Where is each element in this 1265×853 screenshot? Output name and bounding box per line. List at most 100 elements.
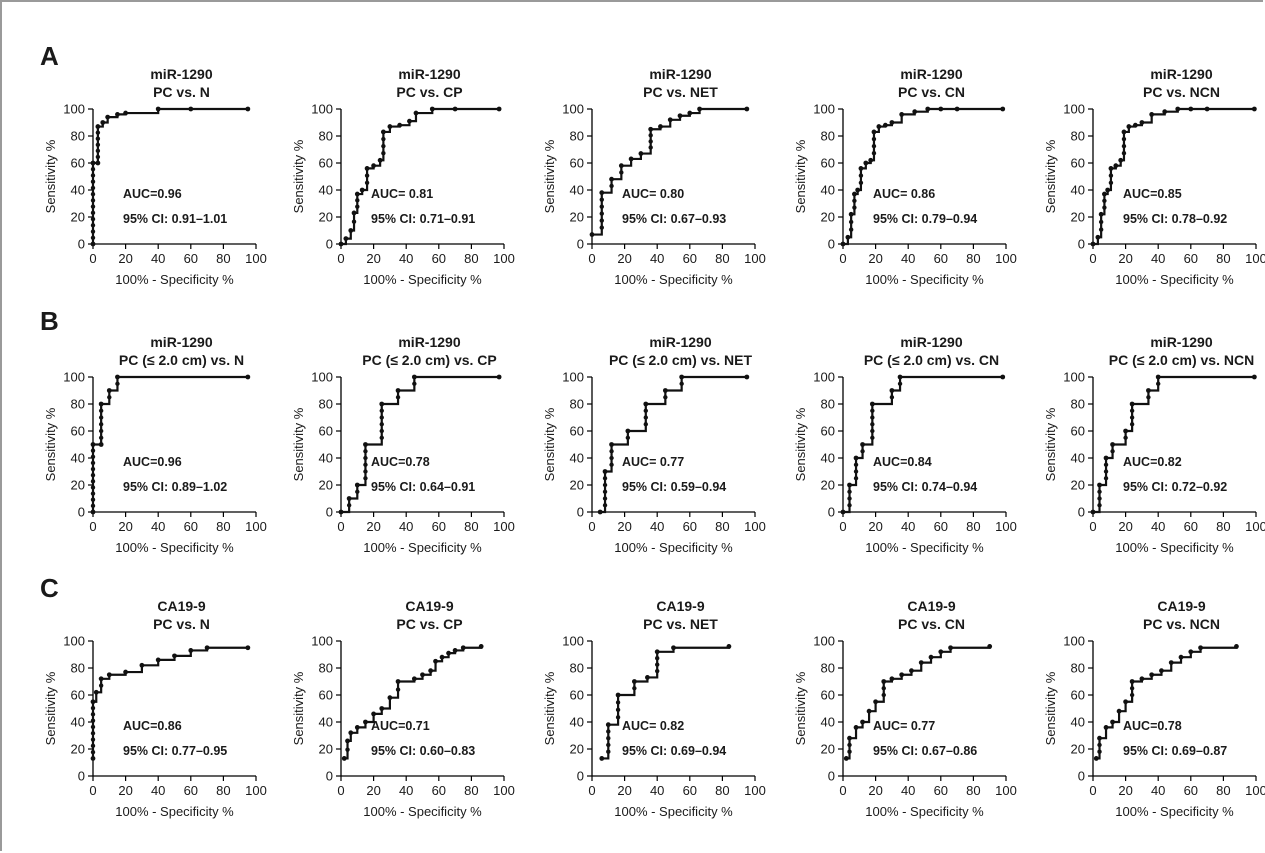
x-tick-label: 80 — [966, 783, 980, 798]
x-tick-label: 0 — [839, 519, 846, 534]
y-tick-label: 40 — [821, 451, 835, 466]
panel-title-line2: PC vs. CN — [898, 616, 965, 632]
roc-point — [1110, 442, 1115, 447]
roc-point — [395, 687, 401, 692]
x-tick-label: 80 — [715, 783, 729, 798]
roc-point — [1129, 422, 1135, 427]
roc-point — [602, 496, 608, 501]
roc-point — [343, 236, 349, 242]
y-tick-label: 100 — [63, 634, 85, 649]
x-tick-label: 0 — [89, 783, 96, 798]
roc-point — [90, 460, 96, 466]
auc-label: AUC=0.96 — [123, 187, 182, 201]
roc-point — [90, 756, 96, 761]
y-axis-title: Sensitivity % — [793, 671, 808, 745]
roc-point — [1097, 735, 1102, 741]
panel-title-line2: PC (≤ 2.0 cm) vs. CP — [362, 352, 497, 368]
roc-point — [599, 756, 605, 761]
roc-point — [648, 139, 653, 144]
roc-panel-b-4: miR-1290 PC (≤ 2.0 cm) vs. CN 00 20 20 40 40 60… — [793, 334, 1017, 555]
y-tick-label: 80 — [71, 661, 85, 676]
roc-point — [909, 668, 914, 674]
y-tick-label: 0 — [577, 505, 584, 520]
x-axis-title: 100% - Specificity % — [614, 804, 733, 819]
roc-point — [245, 645, 251, 651]
x-tick-label: 100 — [245, 783, 267, 798]
x-axis-title: 100% - Specificity % — [1115, 272, 1234, 287]
roc-point — [363, 449, 368, 454]
roc-point — [90, 712, 96, 717]
roc-point — [847, 735, 852, 741]
x-tick-label: 100 — [493, 251, 515, 266]
roc-point — [928, 654, 934, 660]
y-tick-label: 60 — [821, 424, 835, 439]
roc-point — [697, 106, 702, 112]
y-tick-label: 60 — [821, 688, 835, 703]
y-tick-label: 0 — [1078, 237, 1085, 252]
roc-point — [397, 122, 403, 128]
roc-point — [912, 109, 918, 115]
roc-point — [1121, 136, 1127, 142]
y-tick-label: 40 — [821, 183, 835, 198]
ci-label: 95% CI: 0.67–0.86 — [873, 744, 977, 758]
roc-point — [90, 485, 96, 490]
roc-point — [602, 489, 608, 494]
panel-title-line2: PC vs. NET — [643, 616, 718, 632]
roc-point — [139, 662, 145, 668]
x-axis-title: 100% - Specificity % — [363, 804, 482, 819]
ci-label: 95% CI: 0.79–0.94 — [873, 212, 977, 226]
panel-title-line1: miR-1290 — [1150, 334, 1212, 350]
roc-point — [860, 719, 865, 725]
roc-point — [628, 156, 634, 162]
roc-point — [870, 435, 875, 440]
auc-label: AUC=0.78 — [371, 455, 430, 469]
roc-point — [411, 374, 417, 380]
roc-point — [648, 133, 653, 138]
roc-panel-c-5: CA19-9 PC vs. NCN 00 20 20 40 40 60 60 80 80 100 100… — [1043, 598, 1265, 819]
roc-point — [245, 106, 251, 112]
auc-label: AUC= 0.80 — [622, 187, 684, 201]
roc-point — [870, 422, 875, 427]
roc-point — [377, 157, 383, 163]
auc-label: AUC=0.78 — [1123, 719, 1182, 733]
auc-label: AUC= 0.77 — [873, 719, 935, 733]
roc-point — [889, 676, 895, 682]
roc-point — [609, 462, 614, 467]
roc-point — [123, 110, 128, 116]
roc-point — [364, 173, 370, 178]
roc-point — [897, 374, 903, 380]
x-tick-label: 80 — [1216, 783, 1230, 798]
x-tick-label: 20 — [366, 783, 380, 798]
roc-point — [98, 401, 104, 407]
y-tick-label: 80 — [821, 129, 835, 144]
roc-point — [1188, 649, 1194, 655]
x-tick-label: 80 — [216, 251, 230, 266]
auc-label: AUC=0.86 — [123, 719, 182, 733]
roc-point — [1156, 381, 1161, 386]
x-tick-label: 20 — [366, 519, 380, 534]
roc-point — [671, 645, 676, 651]
x-tick-label: 60 — [683, 783, 697, 798]
x-tick-label: 20 — [617, 251, 631, 266]
roc-point — [345, 747, 350, 752]
roc-point — [602, 469, 608, 474]
roc-point — [379, 401, 385, 407]
y-tick-label: 60 — [570, 424, 584, 439]
auc-label: AUC=0.85 — [1123, 187, 1182, 201]
roc-point — [848, 227, 854, 232]
roc-point — [1159, 668, 1164, 674]
roc-point — [615, 707, 621, 713]
x-tick-label: 20 — [1118, 783, 1132, 798]
x-axis-title: 100% - Specificity % — [865, 540, 984, 555]
roc-point — [938, 649, 944, 655]
x-tick-label: 60 — [934, 519, 948, 534]
roc-point — [1097, 749, 1102, 754]
y-tick-label: 60 — [570, 156, 584, 171]
y-tick-label: 40 — [821, 715, 835, 730]
y-tick-label: 40 — [570, 451, 584, 466]
x-axis-title: 100% - Specificity % — [614, 272, 733, 287]
y-tick-label: 40 — [570, 715, 584, 730]
roc-point — [609, 449, 614, 454]
roc-point — [843, 756, 849, 761]
x-tick-label: 80 — [1216, 251, 1230, 266]
